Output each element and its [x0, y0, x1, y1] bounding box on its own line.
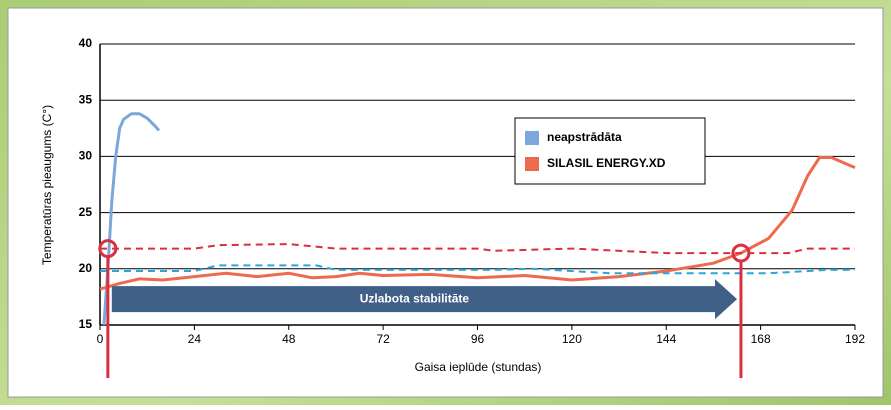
panel	[7, 7, 884, 398]
legend-label: SILASIL ENERGY.XD	[547, 156, 666, 170]
line	[100, 243, 855, 255]
line	[102, 112, 161, 326]
y-tick-label: 20	[79, 261, 93, 275]
annotation-arrow	[111, 279, 738, 320]
x-tick-label: 48	[282, 332, 296, 346]
x-tick-label: 72	[376, 332, 390, 346]
marker	[731, 243, 751, 263]
marker	[98, 239, 118, 259]
annotation-text: Uzlabota stabilitāte	[360, 291, 470, 305]
y-tick-label: 40	[79, 36, 93, 50]
legend: neapstrādāta SILASIL ENERGY.XD	[514, 117, 706, 185]
line	[99, 156, 856, 291]
x-tick-label: 168	[751, 332, 771, 346]
y-tick-label: 35	[79, 92, 93, 106]
x-tick-label: 96	[471, 332, 485, 346]
y-axis-label: Temperatūras pieaugums (C°)	[40, 105, 54, 265]
legend-box	[514, 117, 706, 185]
x-tick-label: 192	[845, 332, 865, 346]
y-tick-label: 25	[79, 205, 93, 219]
legend-swatch	[525, 157, 539, 171]
x-tick-label: 144	[656, 332, 676, 346]
x-tick-label: 24	[188, 332, 202, 346]
x-tick-label: 0	[97, 332, 104, 346]
x-axis-label: Gaisa ieplūde (stundas)	[415, 360, 542, 374]
legend-swatch	[525, 131, 539, 145]
legend-label: neapstrādāta	[547, 130, 622, 144]
line	[100, 264, 855, 275]
x-tick-label: 120	[562, 332, 582, 346]
y-tick-label: 15	[79, 317, 93, 331]
y-tick-label: 30	[79, 149, 93, 163]
